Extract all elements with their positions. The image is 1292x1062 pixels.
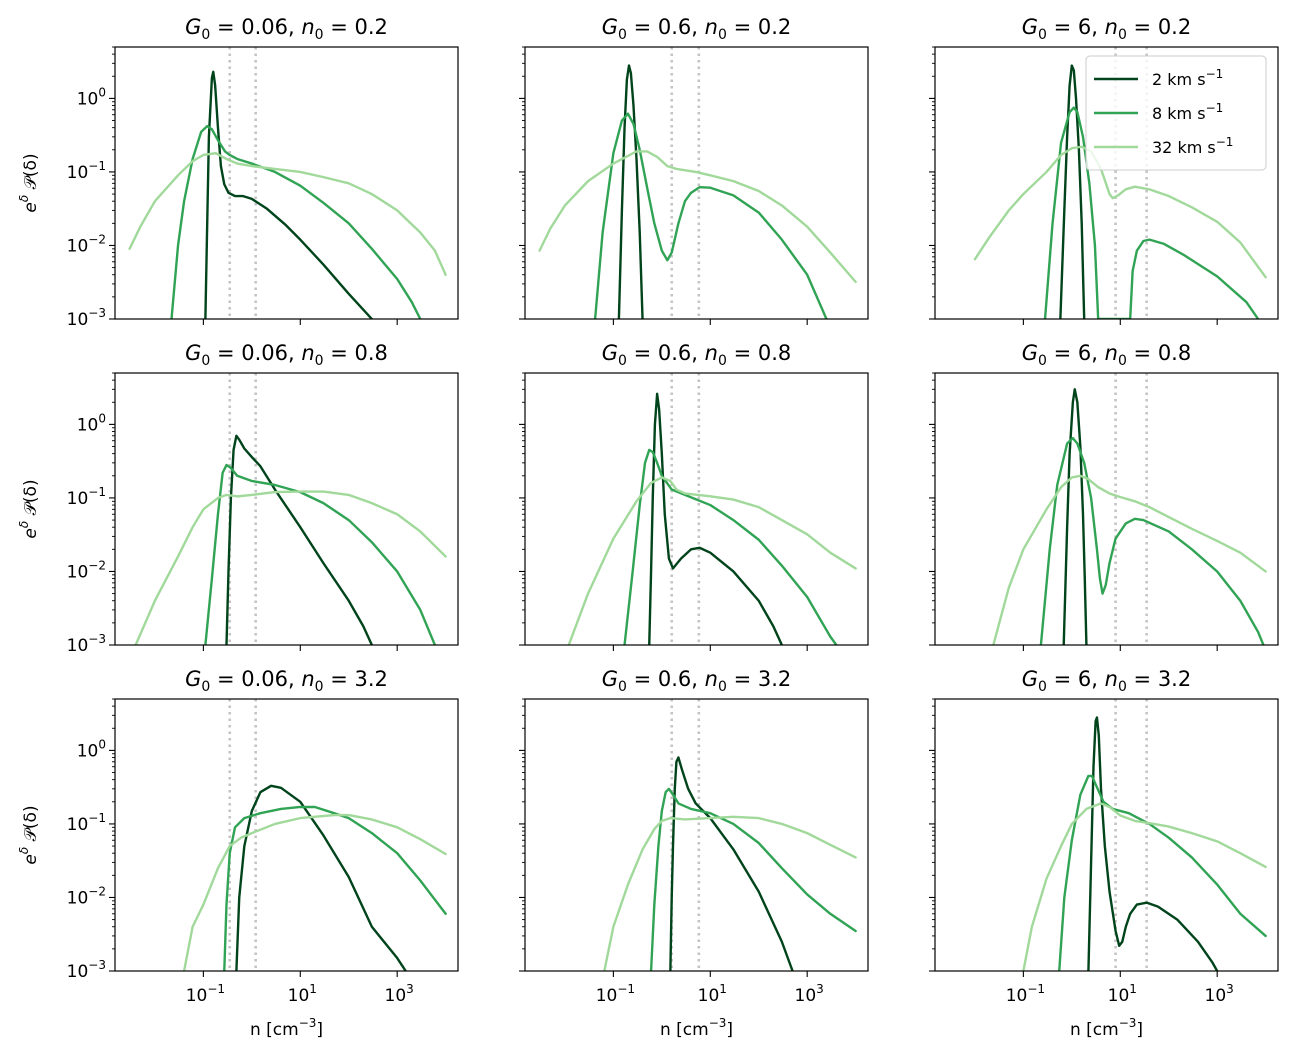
series-line-32kms [538,150,857,284]
panel-g06-n32: G0 = 0.6, n0 = 3.2 10−1 101 103 n [cm−3] [519,667,869,1040]
x-tick-label: 103 [1205,982,1234,1006]
panel-title: G0 = 6, n0 = 0.2 [1022,15,1191,43]
x-tick-label: 10−1 [596,982,635,1006]
panel-title: G0 = 0.06, n0 = 0.2 [185,15,388,43]
panel-title: G0 = 6, n0 = 0.8 [1022,341,1191,369]
panel-g06-n02: G0 = 0.6, n0 = 0.2 [519,15,869,325]
panel-g006-n32: G0 = 0.06, n0 = 3.2 100 10−1 10−2 10−3 10−1 10… [17,667,459,1040]
x-axis-label: n [cm−3] [250,1016,323,1040]
series-line-2kms [1062,388,1088,645]
y-axis-label: eδ 𝒫(δ) [17,153,41,212]
series-line-8kms [170,124,422,319]
axes-frame [524,46,869,320]
series-line-8kms [1043,106,1260,319]
y-tick-label: 100 [77,737,106,761]
y-tick-label: 10−1 [67,485,106,509]
series-line-2kms [204,70,374,319]
series-line-8kms [649,787,857,971]
series-line-32kms [134,490,447,645]
y-tick-label: 10−1 [67,811,106,835]
axes-frame [934,372,1279,646]
x-tick-label: 101 [288,982,317,1006]
series-line-32kms [603,815,857,971]
legend-label-32kms: 32 km s−1 [1152,135,1233,157]
y-tick-label: 10−2 [67,232,106,256]
panel-g6-n08: G0 = 6, n0 = 0.8 [929,341,1279,651]
series-line-2kms [235,784,407,971]
panel-g06-n08: G0 = 0.6, n0 = 0.8 [519,341,869,651]
legend-label-8kms: 8 km s−1 [1152,101,1223,123]
series-line-32kms [182,813,447,971]
axes-frame [114,46,459,320]
series-line-8kms [623,448,838,645]
series-line-8kms [593,112,828,319]
panel-title: G0 = 0.6, n0 = 0.8 [602,341,791,369]
x-tick-label: 103 [795,982,824,1006]
y-tick-label: 100 [77,85,106,109]
panel-title: G0 = 0.6, n0 = 3.2 [602,667,791,695]
series-line-32kms [973,145,1267,279]
axes-frame [934,698,1279,972]
panel-title: G0 = 0.6, n0 = 0.2 [602,15,791,43]
panel-g6-n02: G0 = 6, n0 = 0.2 [929,15,1279,325]
x-tick-label: 101 [1108,982,1137,1006]
series-line-32kms [1022,802,1267,971]
x-tick-label: 10−1 [186,982,225,1006]
series-line-32kms [567,476,857,645]
x-tick-label: 101 [698,982,727,1006]
x-tick-label: 103 [385,982,414,1006]
y-tick-label: 10−3 [67,306,106,330]
panel-g6-n32: G0 = 6, n0 = 3.2 10−1 101 103 n [cm−3] [929,667,1279,1040]
series-line-32kms [128,151,447,276]
y-axis-label: eδ 𝒫(δ) [17,479,41,538]
series-line-2kms [1087,716,1219,971]
legend: 2 km s−1 8 km s−1 32 km s−1 [1085,55,1267,171]
axes-frame [114,698,459,972]
panels: G0 = 0.06, n0 = 0.2 100 10−1 10−2 10−3 eδ 𝒫(δ… [17,15,1279,1040]
panel-g006-n08: G0 = 0.06, n0 = 0.8 100 10−1 10−2 10−3 eδ 𝒫(δ… [17,341,459,656]
y-tick-label: 10−3 [67,632,106,656]
legend-frame [1085,55,1267,171]
panel-title: G0 = 0.06, n0 = 3.2 [185,667,388,695]
axes-frame [524,372,869,646]
x-axis-label: n [cm−3] [660,1016,733,1040]
y-tick-label: 10−1 [67,159,106,183]
panel-g006-n02: G0 = 0.06, n0 = 0.2 100 10−1 10−2 10−3 eδ 𝒫(δ… [17,15,459,330]
series-line-32kms [992,474,1267,645]
series-line-2kms [1059,64,1086,319]
x-tick-label: 10−1 [1006,982,1045,1006]
axes-frame [114,372,459,646]
y-tick-label: 100 [77,411,106,435]
series-line-2kms [617,64,644,319]
series-line-8kms [1039,436,1265,645]
series-line-8kms [204,463,437,645]
y-axis-label: eδ 𝒫(δ) [17,805,41,864]
y-tick-label: 10−2 [67,884,106,908]
series-line-2kms [669,756,794,971]
series-line-2kms [225,434,374,645]
panel-title: G0 = 0.06, n0 = 0.8 [185,341,388,369]
legend-label-2kms: 2 km s−1 [1152,67,1223,89]
panel-title: G0 = 6, n0 = 3.2 [1022,667,1191,695]
axes-frame [524,698,869,972]
y-tick-label: 10−3 [67,958,106,982]
x-axis-label: n [cm−3] [1070,1016,1143,1040]
series-line-2kms [648,392,784,645]
y-tick-label: 10−2 [67,558,106,582]
